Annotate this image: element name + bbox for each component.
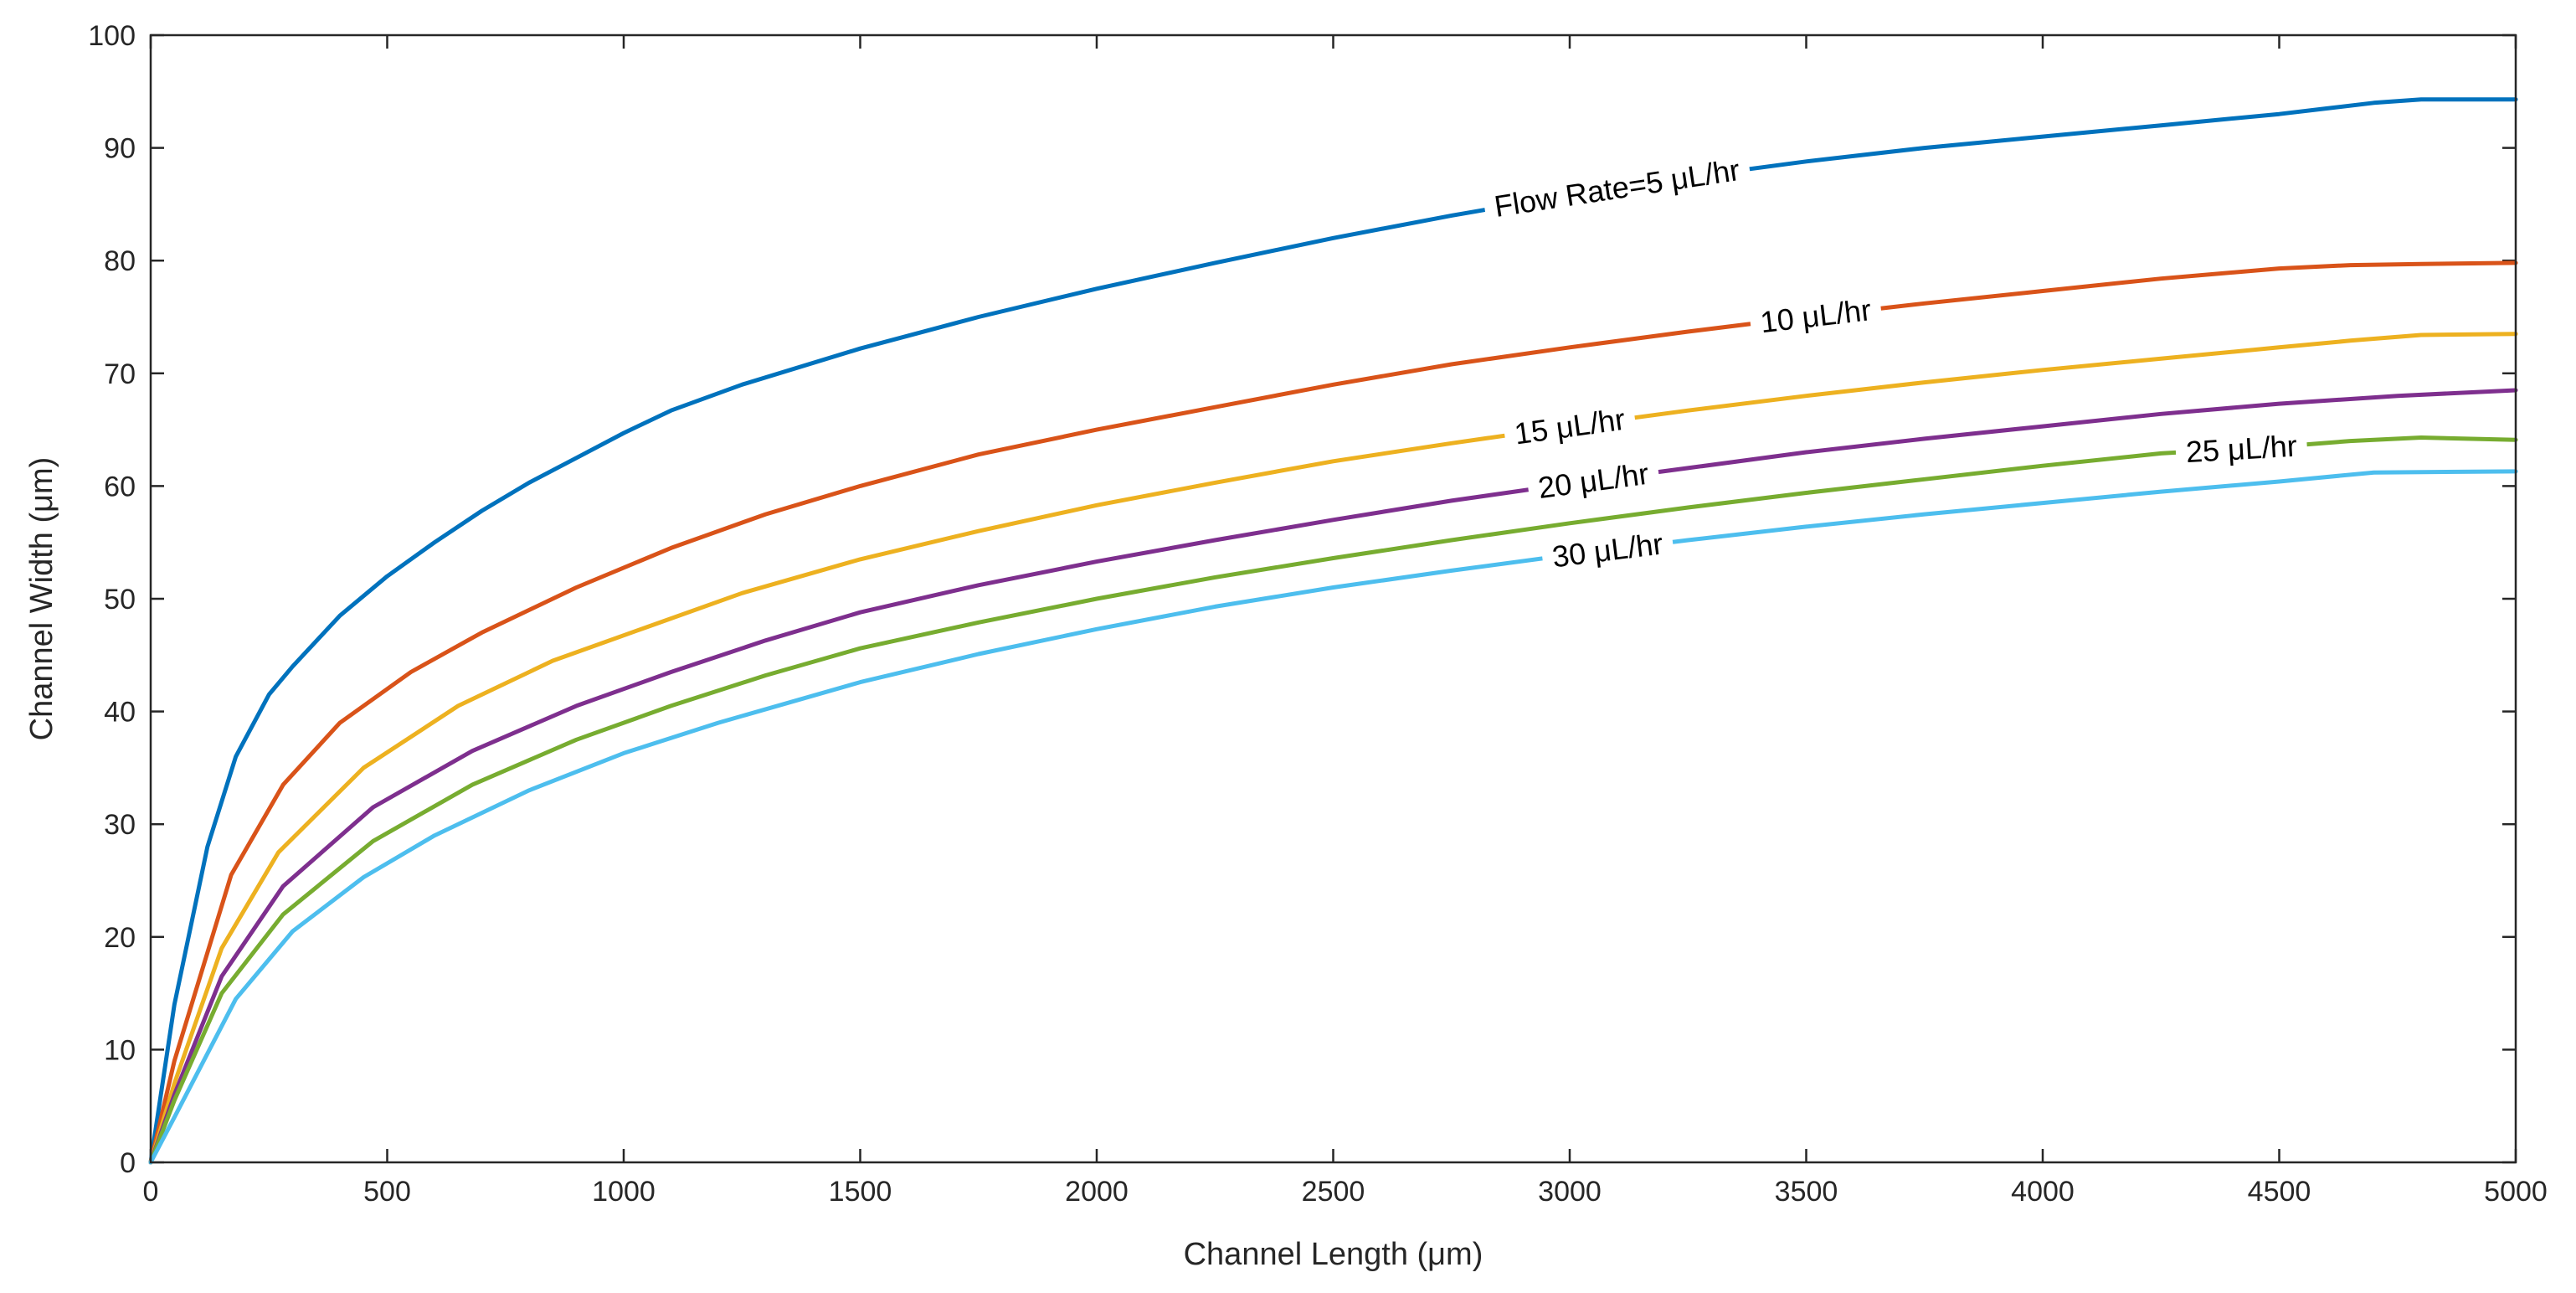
curve-label-background [2174, 425, 2308, 471]
y-tick-label: 0 [120, 1147, 136, 1179]
series-line-2 [148, 260, 2518, 1165]
series-line-4 [148, 388, 2518, 1165]
x-tick-label: 4500 [2248, 1176, 2311, 1208]
y-tick-label: 90 [104, 133, 136, 165]
curve-label-background [1525, 453, 1662, 508]
axes-box [149, 33, 2517, 1164]
x-tick-label: 1500 [829, 1176, 892, 1208]
series-line-3 [148, 332, 2518, 1165]
y-tick-label: 50 [104, 584, 136, 616]
y-tick-label: 60 [104, 471, 136, 502]
y-tick-label: 70 [104, 358, 136, 390]
y-tick-label: 40 [104, 697, 136, 729]
x-tick-label: 0 [143, 1176, 159, 1208]
curve-label-background [1481, 149, 1753, 227]
x-tick-label: 2500 [1302, 1176, 1365, 1208]
x-tick-label: 1000 [592, 1176, 656, 1208]
y-tick-label: 80 [104, 245, 136, 277]
y-tick-label: 30 [104, 809, 136, 841]
series-line-5 [148, 435, 2518, 1165]
series-line-6 [148, 469, 2518, 1165]
x-tick-label: 2000 [1065, 1176, 1129, 1208]
x-tick-label: 5000 [2484, 1176, 2548, 1208]
curve-label-5: 25 μL/hr [2185, 429, 2298, 470]
x-tick-label: 4000 [2011, 1176, 2075, 1208]
series-line-1 [148, 97, 2518, 1165]
curve-label-group-2: 10 μL/hr [1748, 289, 1884, 343]
x-axis-title: Channel Length (μm) [1184, 1237, 1483, 1272]
x-tick-label: 500 [363, 1176, 411, 1208]
y-tick-label: 10 [104, 1034, 136, 1066]
y-tick-label: 20 [104, 922, 136, 954]
data-series [148, 97, 2518, 1165]
tick-labels: 0 500 1000 1500 2000 2500 3000 3500 4000 4500 5000… [88, 20, 2548, 1208]
curve-label-background [1748, 289, 1884, 343]
y-axis-title: Channel Width (μm) [24, 457, 59, 741]
x-tick-label: 3000 [1538, 1176, 1602, 1208]
y-tick-label: 100 [88, 20, 136, 52]
curve-label-group-5: 25 μL/hr [2174, 425, 2308, 471]
x-tick-label: 3500 [1775, 1176, 1838, 1208]
curve-label-background [1540, 523, 1675, 577]
curve-label-background [1502, 399, 1638, 455]
